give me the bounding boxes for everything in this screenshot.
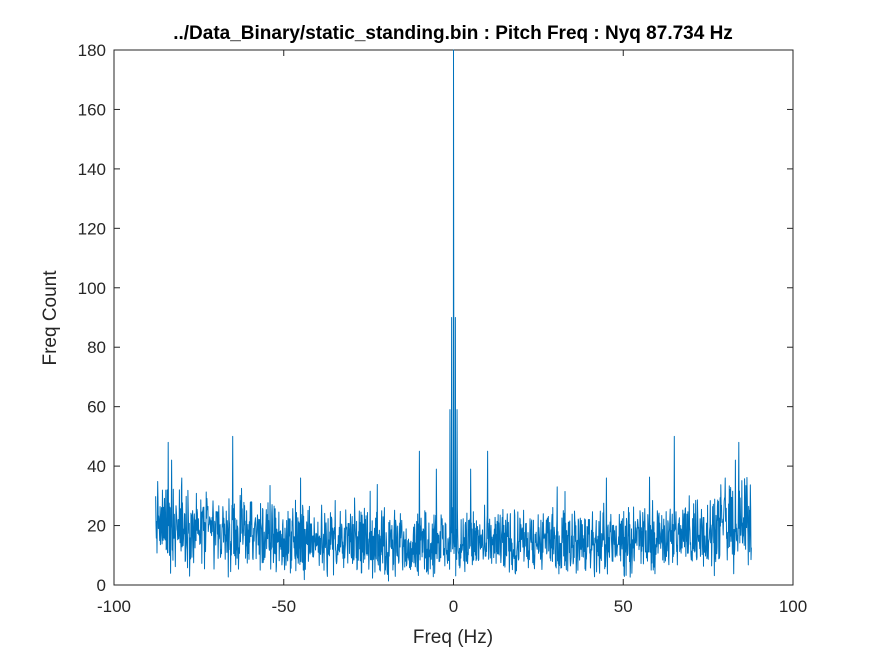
y-tick-label: 100 [78,279,106,298]
axis-ticks: -100 -50 0 50 100 0 20 40 60 80 100 120 140 160 180 [78,41,808,616]
x-tick-label: -100 [97,597,131,616]
y-tick-label: 0 [97,576,106,595]
x-tick-label: -50 [271,597,296,616]
y-axis-label: Freq Count [40,270,61,366]
y-tick-label: 180 [78,41,106,60]
chart-title: ../Data_Binary/static_standing.bin : Pit… [173,23,733,44]
y-tick-label: 60 [87,398,106,417]
x-tick-label: 0 [449,597,458,616]
y-tick-label: 120 [78,219,106,238]
x-axis-label: Freq (Hz) [413,627,493,648]
y-tick-label: 140 [78,160,106,179]
x-tick-label: 100 [779,597,807,616]
y-tick-label: 20 [87,517,106,536]
y-tick-label: 80 [87,338,106,357]
y-tick-label: 160 [78,100,106,119]
x-tick-label: 50 [614,597,633,616]
series-line [155,49,752,582]
y-tick-label: 40 [87,457,106,476]
